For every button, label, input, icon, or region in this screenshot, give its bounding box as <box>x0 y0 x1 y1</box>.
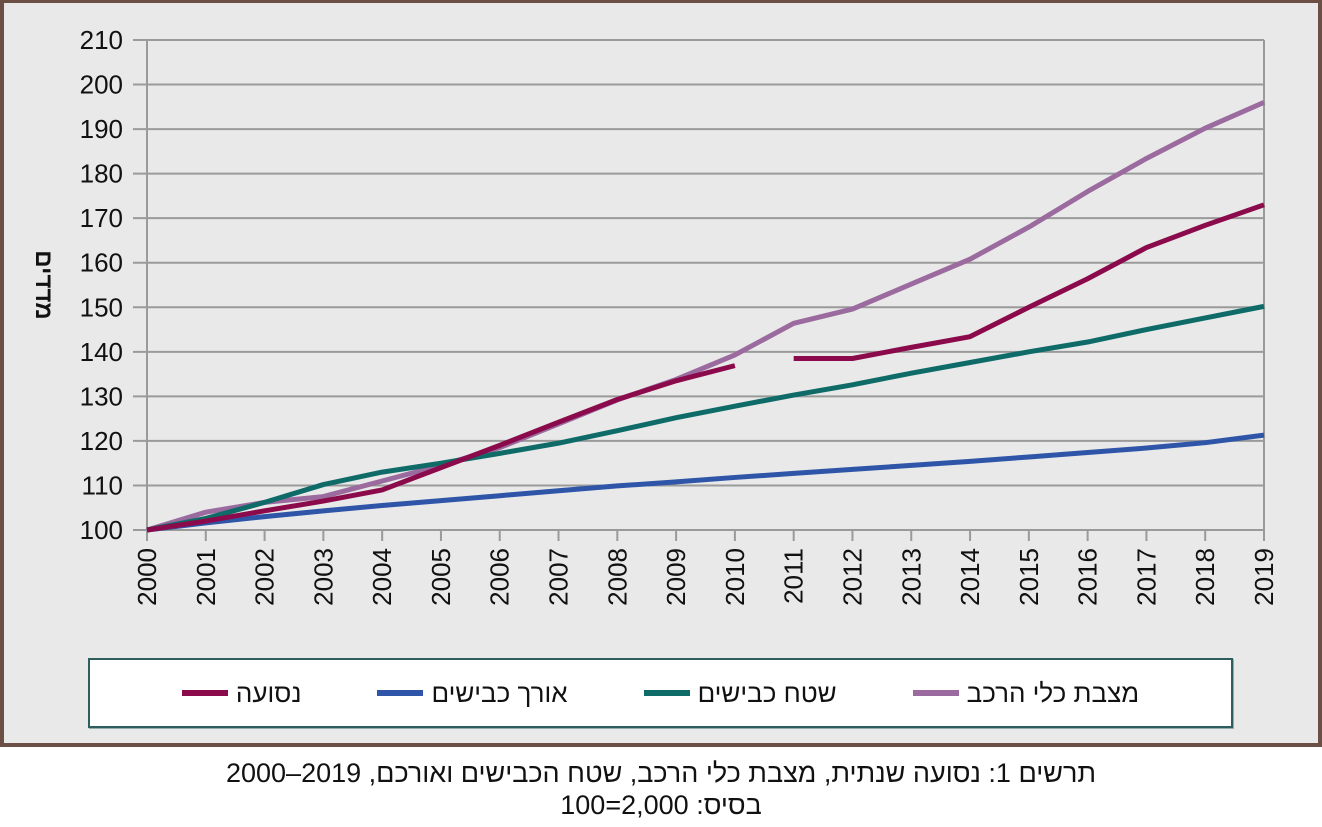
series-נסועה <box>146 202 1265 533</box>
legend-swatch-icon <box>643 690 690 696</box>
x-tick-label: 2003 <box>308 548 338 606</box>
x-tick-label: 2001 <box>191 548 221 606</box>
x-axis-tick-labels: 2000 2001 2002 2003 2004 2005 2006 2007 2008 2009… <box>132 548 1279 606</box>
series-אורך כבישים <box>146 432 1265 533</box>
x-tick-label: 2014 <box>955 548 985 606</box>
x-tick-label: 2015 <box>1014 548 1044 606</box>
y-tick-label: 190 <box>80 114 123 144</box>
series-line <box>146 432 1265 533</box>
y-tick-label: 180 <box>80 159 123 189</box>
y-tick-label: 160 <box>80 248 123 278</box>
legend: מצבת כלי הרכב שטח כבישים אורך כבישים נסועה <box>88 658 1233 728</box>
caption-line-2: בסיס: 2,000=100 <box>560 790 762 820</box>
x-tick-label: 2013 <box>896 548 926 606</box>
legend-label: אורך כבישים <box>431 677 568 708</box>
series-line <box>146 100 1266 533</box>
legend-swatch-icon <box>377 690 424 696</box>
y-tick-label: 200 <box>80 70 123 100</box>
x-tick-label: 2002 <box>250 548 280 606</box>
legend-label: מצבת כלי הרכב <box>966 677 1140 708</box>
line-chart: 100 110 120 130 140 150 160 170 180 190 200 210 200… <box>30 25 1279 606</box>
series-lines <box>146 100 1266 533</box>
legend-label: נסועה <box>235 677 302 708</box>
x-tick-label: 2004 <box>367 548 397 606</box>
x-tick-label: 2007 <box>544 548 574 606</box>
x-tick-label: 2019 <box>1249 548 1279 606</box>
legend-item: אורך כבישים <box>377 677 568 709</box>
x-tick-label: 2008 <box>602 548 632 606</box>
x-tick-label: 2012 <box>837 548 867 606</box>
caption-line-1: תרשים 1: נסועה שנתית, מצבת כלי הרכב, שטח… <box>225 758 1097 788</box>
x-tick-label: 2010 <box>720 548 750 606</box>
legend-label: שטח כבישים <box>697 677 837 708</box>
x-tick-label: 2016 <box>1073 548 1103 606</box>
y-tick-label: 120 <box>80 426 123 456</box>
y-tick-label: 210 <box>80 25 123 55</box>
legend-item: נסועה <box>181 677 302 709</box>
legend-swatch-icon <box>912 690 959 696</box>
chart-panel <box>0 0 1322 747</box>
x-tick-label: 2011 <box>779 548 809 604</box>
x-tick-label: 2006 <box>485 548 515 606</box>
y-tick-label: 130 <box>80 381 123 411</box>
legend-item: מצבת כלי הרכב <box>912 677 1140 709</box>
x-tick-label: 2017 <box>1131 548 1161 606</box>
gridlines <box>133 39 1264 531</box>
series-line <box>146 303 1265 533</box>
axes <box>146 40 1265 541</box>
y-axis-title: מדדים <box>30 250 57 319</box>
series-מצבת כלי הרכב <box>146 100 1266 533</box>
x-tick-label: 2005 <box>426 548 456 606</box>
y-tick-label: 150 <box>80 292 123 322</box>
y-tick-label: 100 <box>80 515 123 545</box>
legend-swatch-icon <box>181 690 228 696</box>
x-tick-label: 2009 <box>661 548 691 606</box>
figure-caption: תרשים 1: נסועה שנתית, מצבת כלי הרכב, שטח… <box>0 757 1322 821</box>
x-tick-label: 2000 <box>132 548 162 606</box>
y-tick-label: 110 <box>82 470 123 500</box>
legend-item: שטח כבישים <box>643 677 837 709</box>
y-axis-tick-labels: 100 110 120 130 140 150 160 170 180 190 200 210 <box>80 25 123 545</box>
x-tick-label: 2018 <box>1190 548 1220 606</box>
y-tick-label: 140 <box>80 337 123 367</box>
series-שטח כבישים <box>146 303 1265 533</box>
y-tick-label: 170 <box>80 203 123 233</box>
